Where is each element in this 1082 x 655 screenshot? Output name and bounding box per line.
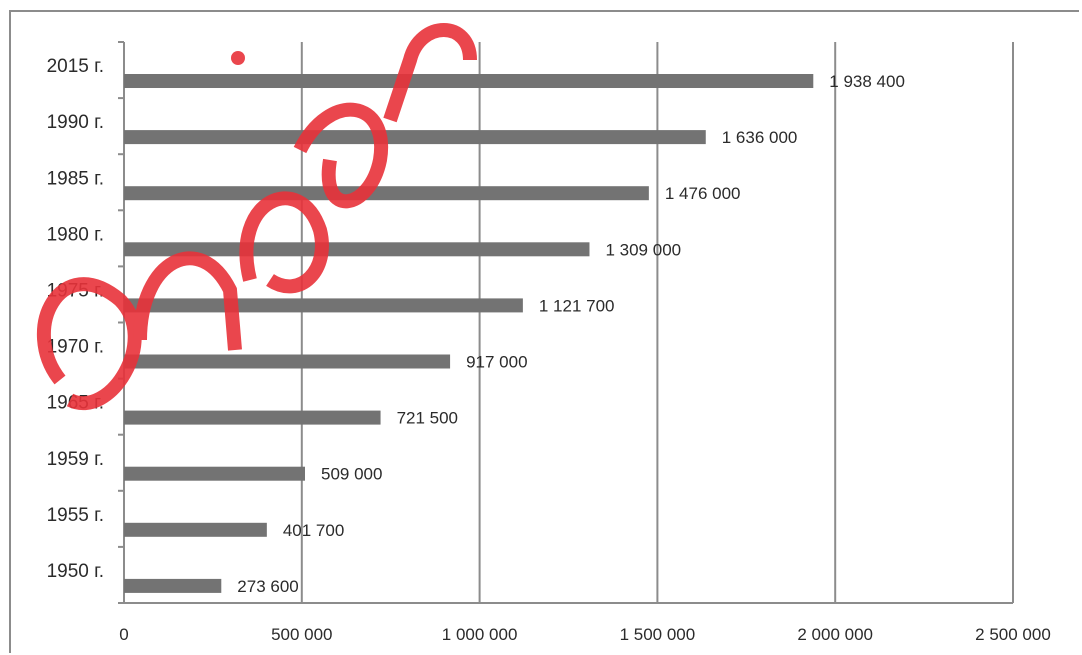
category-label: 1985 г. (47, 168, 104, 189)
data-label: 509 000 (321, 465, 382, 484)
bar (124, 186, 649, 201)
data-label: 1 636 000 (722, 128, 798, 147)
x-tick-label: 2 000 000 (797, 625, 873, 644)
bars (124, 74, 814, 593)
x-tick-label: 1 000 000 (442, 625, 518, 644)
data-label: 1 309 000 (605, 240, 681, 259)
category-label: 1950 г. (47, 561, 104, 582)
category-label: 1959 г. (47, 449, 104, 470)
bar (124, 354, 451, 369)
data-label: 401 700 (283, 521, 344, 540)
bar (124, 130, 706, 145)
x-tick-label: 1 500 000 (620, 625, 696, 644)
bar (124, 466, 306, 481)
category-label: 1955 г. (47, 505, 104, 526)
bar (124, 578, 222, 593)
chart-frame (9, 10, 1079, 653)
data-label: 1 121 700 (539, 296, 615, 315)
category-label: 1990 г. (47, 112, 104, 133)
bar (124, 410, 381, 425)
x-tick-label: 500 000 (271, 625, 332, 644)
category-label: 2015 г. (47, 56, 104, 77)
watermark-logo (37, 23, 477, 410)
labels: 0 500 000 1 000 000 1 500 000 2 000 000 2 500… (47, 56, 1051, 644)
data-label: 1 938 400 (829, 72, 905, 91)
data-label: 917 000 (466, 353, 527, 372)
x-tick-label: 2 500 000 (975, 625, 1051, 644)
x-tick-label: 0 (119, 625, 128, 644)
category-label: 1980 г. (47, 224, 104, 245)
gridlines (118, 41, 1014, 604)
data-label: 1 476 000 (665, 184, 741, 203)
bar (124, 74, 814, 89)
data-label: 273 600 (237, 577, 298, 596)
category-label: 1970 г. (47, 337, 104, 358)
bar (124, 522, 267, 537)
bar (124, 298, 523, 313)
data-label: 721 500 (397, 409, 458, 428)
